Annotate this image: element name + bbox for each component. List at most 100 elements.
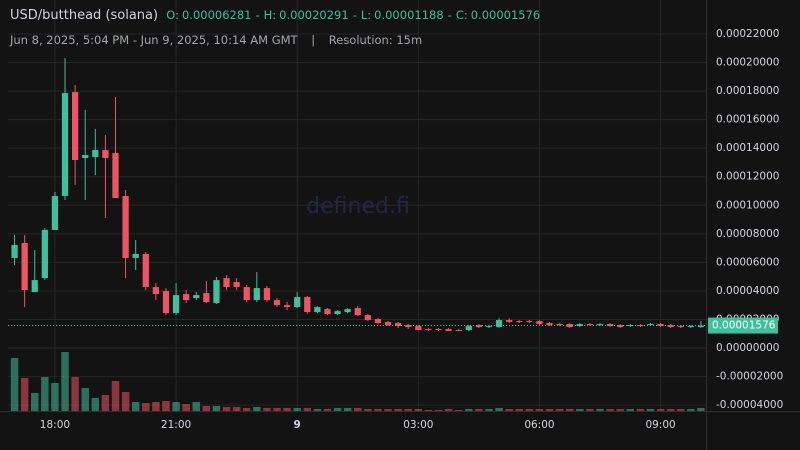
candle-body [183,294,190,301]
volume-bar [485,409,493,411]
volume-bar [394,409,402,411]
candle-body [526,321,533,323]
y-tick-label: 0.00014000 [716,142,779,154]
volume-bar [51,383,59,411]
volume-bar [242,408,251,411]
candle-body [506,320,513,323]
candle-body [657,324,664,327]
candle-body [374,319,382,324]
summary-label: L: [360,8,372,22]
candle-body [586,324,594,326]
summary-label: H: [263,8,277,22]
volume-bar [515,409,523,411]
candle-body [82,155,89,159]
y-tick-label: 0.00008000 [716,228,779,240]
volume-bar [475,409,483,411]
volume-bar [303,408,312,411]
x-tick-label: 9 [294,419,301,431]
y-tick-label: 0.00004000 [716,285,779,297]
header: USD/butthead (solana) O: 0.00006281- H: 0.0… [10,8,540,23]
volume-bar [323,409,332,411]
candle-body [193,295,200,299]
volume-bar [343,408,352,411]
candle-body [203,293,210,303]
summary-label: C: [455,8,468,22]
volume-bar [646,409,655,411]
volume-bar [374,409,382,411]
volume-bar [495,408,503,411]
candle-body [142,253,149,288]
candle-body [647,324,654,326]
volume-bar [222,407,231,411]
volume-bar [656,409,665,411]
candle-body [536,321,543,325]
volume-bar [535,409,544,411]
volume-bar [41,377,49,411]
y-tick-label: 0.00006000 [716,256,779,268]
candle-body [41,229,48,279]
volume-bar [687,409,695,411]
date-range: Jun 8, 2025, 5:04 PM - Jun 9, 2025, 10:1… [10,33,298,47]
volume-bar [404,409,412,411]
y-tick-label: 0.00012000 [716,171,779,183]
volume-bar [232,407,241,411]
volume-bar [384,409,392,411]
candle-body [687,326,694,328]
candle-body [465,326,472,331]
price-label-box [708,317,778,334]
candle-body [334,311,341,315]
volume-bar [454,410,463,411]
candle-body [495,320,503,328]
volume-bar [586,409,594,411]
volume-bar [616,409,624,411]
candle-body [294,297,301,308]
candle-body [61,93,69,197]
candle-body [667,325,674,328]
volume-bar [505,409,513,411]
volume-bar [313,409,322,411]
candle-body [102,150,109,159]
y-tick-label: 0.00016000 [716,114,779,126]
subtitle: Jun 8, 2025, 5:04 PM - Jun 9, 2025, 10:1… [10,33,432,47]
candle-body [122,196,129,258]
candle-body [576,324,583,327]
volume-bar [636,409,645,411]
y-tick-label: 0.00010000 [716,199,779,211]
candle-body [112,153,119,199]
candle-body [617,325,624,328]
candle-body [172,295,180,314]
candle-body [324,309,331,315]
resolution: Resolution: 15m [328,33,423,47]
candle-body [364,315,371,321]
candle-body [304,297,311,313]
volume-bar [61,352,69,411]
y-tick-label: 0.00020000 [716,57,779,69]
candle-body [162,291,170,314]
volume-bar [525,409,534,411]
separator: - [255,8,260,22]
watermark: defined.fi [306,194,410,219]
volume-bar [333,408,342,411]
y-tick-label: 0.00018000 [716,85,779,97]
separator: - [352,8,357,22]
candle-body [395,323,402,327]
volume-bar [212,406,221,411]
volume-bar [555,409,564,411]
candle-body [516,321,523,323]
volume-bar [354,408,362,411]
volume-bar [444,409,453,411]
volume-bar [31,393,39,411]
volume-bar [465,409,473,411]
candle-body [405,325,412,328]
summary-value: 0.00006281 [181,8,252,22]
candle-body [314,307,321,313]
x-tick-label: 21:00 [161,419,191,431]
candle-body [637,325,644,327]
x-tick-label: 09:00 [645,419,675,431]
separator: - [447,8,452,22]
volume-bar [81,388,89,411]
candle-body [253,288,260,301]
summary-value: 0.00001576 [470,8,541,22]
